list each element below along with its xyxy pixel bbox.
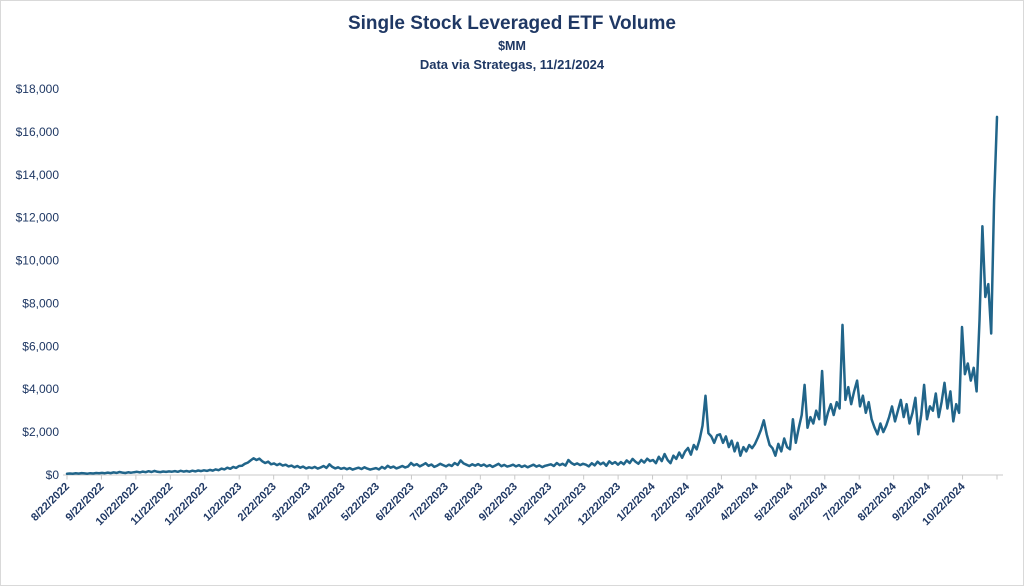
y-axis-label: $0 <box>46 468 60 482</box>
x-axis <box>63 474 1003 480</box>
y-axis-label: $12,000 <box>16 211 60 225</box>
y-axis-label: $10,000 <box>16 254 60 268</box>
y-axis-label: $6,000 <box>22 339 59 353</box>
volume-series-line <box>65 115 999 476</box>
y-axis-label: $16,000 <box>16 125 60 139</box>
y-axis-label: $18,000 <box>16 82 60 96</box>
y-axis-labels: $0 $2,000 $4,000 $6,000 $8,000 $10,000 $12,000… <box>16 82 60 482</box>
x-axis-labels: 8/22/20229/22/202210/22/202211/22/202212… <box>29 480 968 528</box>
y-axis-label: $8,000 <box>22 296 59 310</box>
chart-header: Single Stock Leveraged ETF Volume $MM Da… <box>1 13 1023 72</box>
series-line <box>65 115 999 476</box>
y-axis-label: $2,000 <box>22 425 59 439</box>
chart-title: Single Stock Leveraged ETF Volume <box>347 13 676 34</box>
y-axis-label: $4,000 <box>22 382 59 396</box>
y-axis-label: $14,000 <box>16 168 60 182</box>
chart-units: $MM <box>498 39 526 53</box>
chart-source: Data via Strategas, 11/21/2024 <box>419 57 605 72</box>
